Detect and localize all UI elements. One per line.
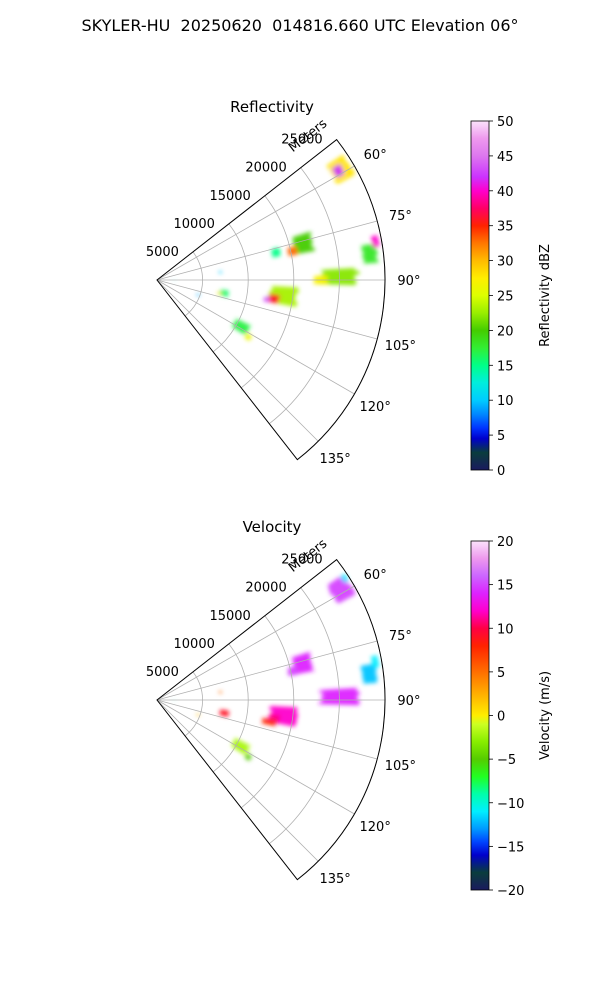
range-tick-label: 5000 [146,245,179,260]
azimuth-tick-label: 75° [389,629,412,644]
range-ring [184,671,203,737]
velocity-panel: 60° 75° 90° 105° 120° 135° 5000 10000 15000 20000… [146,518,553,899]
azimuth-gridline [156,699,378,760]
echo-cell [218,289,230,298]
range-ring [212,223,249,353]
echo-layer [172,154,380,342]
reflectivity-panel: 60° 75° 90° 105° 120° 135° 5000 10000 15000 20000… [146,98,553,479]
colorbar-label: Reflectivity dBZ [538,244,553,347]
echo-cell [327,574,356,604]
range-tick-label: 20000 [245,581,286,596]
echo-cell [196,713,201,717]
azimuth-gridline [156,640,378,701]
range-tick-label: 20000 [245,161,286,176]
echo-cell [218,709,230,717]
sector-outline [156,558,386,881]
colorbar-tick-label: 20 [497,324,514,339]
echo-cell [290,651,316,674]
range-tick-label: 10000 [174,217,215,232]
colorbar-tick-label: 10 [497,622,514,637]
echo-cell [218,691,222,694]
range-tick-label: 25000 [281,133,322,148]
range-ring [212,643,249,773]
colorbar-tick-label: −5 [497,753,516,768]
colorbar-tick-label: 20 [497,535,514,550]
colorbar-tick-label: 35 [497,220,514,235]
colorbar-tick-label: 15 [497,359,514,374]
azimuth-tick-label: 120° [360,400,391,415]
colorbar-tick-label: −10 [497,797,524,812]
azimuth-tick-label: 90° [397,274,420,289]
range-ring [269,167,340,425]
azimuth-gridline [156,699,355,815]
sector-outline [156,138,386,461]
colorbar-tick-label: 15 [497,579,514,594]
panel-title: Velocity [243,518,302,536]
colorbar-tick-label: 10 [497,394,514,409]
echo-cell [370,655,380,668]
range-tick-label: 15000 [209,189,250,204]
range-ring [240,195,295,389]
colorbar-tick-label: 25 [497,290,514,305]
echo-cell [231,317,252,335]
colorbar-tick-label: 5 [497,666,505,681]
echo-cell [286,665,299,677]
echo-cell [292,231,315,254]
azimuth-gridline [156,585,355,701]
azimuth-gridline [156,165,355,281]
azimuth-gridline [156,279,355,395]
echo-cell [331,164,345,178]
azimuth-tick-label: 60° [364,568,387,583]
colorbar-tick-label: 0 [497,710,505,725]
echo-cell [261,717,278,727]
echo-cell [370,235,380,248]
colorbar-tick-label: 5 [497,429,505,444]
azimuth-tick-label: 135° [319,872,350,887]
echo-cell [271,247,281,258]
colorbar-tick-label: −15 [497,840,524,855]
colorbar-label: Velocity (m/s) [538,671,553,760]
azimuth-tick-label: 105° [385,759,416,774]
azimuth-tick-label: 90° [397,694,420,709]
echo-cell [267,293,281,304]
echo-cell [360,243,379,264]
range-ring [240,615,295,809]
azimuth-tick-label: 60° [364,148,387,163]
echo-cell [340,573,349,583]
echo-cell [217,291,223,295]
echo-cell [360,663,378,684]
echo-cell [231,737,252,755]
range-tick-label: 25000 [281,553,322,568]
azimuth-tick-label: 120° [360,820,391,835]
range-tick-label: 5000 [146,665,179,680]
azimuth-tick-label: 135° [319,452,350,467]
range-tick-label: 10000 [174,637,215,652]
azimuth-gridline [156,699,319,862]
colorbar-tick-label: 30 [497,255,514,270]
figure-suptitle: SKYLER-HU 20250620 014816.660 UTC Elevat… [81,16,519,35]
echo-cell [263,296,271,303]
echo-cell [317,267,360,286]
range-ring [184,251,203,317]
colorbar-tick-label: 40 [497,185,514,200]
colorbar [470,120,490,471]
azimuth-gridline [156,220,378,281]
colorbar-tick-label: 0 [497,464,505,479]
colorbar-tick-label: 45 [497,150,514,165]
echo-cell [218,271,222,274]
echo-cell [244,753,253,762]
azimuth-gridline [156,279,319,442]
echo-cell [244,333,253,342]
range-ring [269,587,340,845]
colorbar-tick-label: 50 [497,115,514,130]
colorbar-tick-label: −20 [497,884,524,899]
colorbar [470,540,490,891]
panel-title: Reflectivity [230,98,314,116]
azimuth-tick-label: 75° [389,209,412,224]
azimuth-tick-label: 105° [385,339,416,354]
range-tick-label: 15000 [209,609,250,624]
azimuth-gridline [156,279,378,340]
echo-cell [195,293,201,297]
